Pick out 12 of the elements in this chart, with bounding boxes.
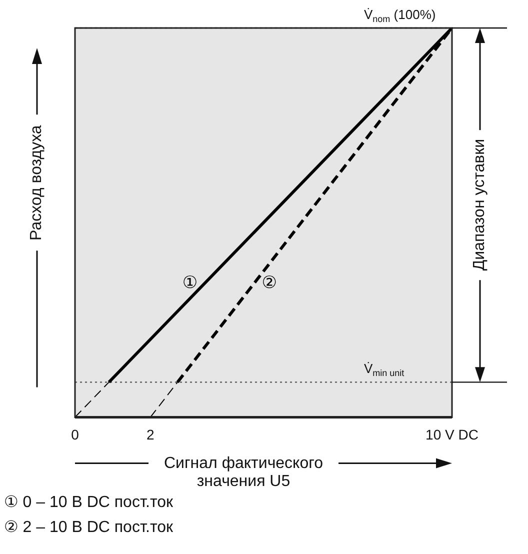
y2-axis-title: Диапазон уставки <box>471 138 489 273</box>
text: ① 0 – 10 В DC пост.ток <box>4 494 173 512</box>
ref-line-label: V̇$_{nom}$ (100%) <box>364 7 436 24</box>
text: ② 2 – 10 В DC пост.ток <box>4 519 173 537</box>
series-label: ① <box>182 273 198 293</box>
ref-line-label: V̇$_{min unit}$ <box>364 361 404 378</box>
x-axis-title: Сигнал фактического значения U5 <box>162 455 324 490</box>
series-label: ② <box>262 273 278 293</box>
x-tick-label: 0 <box>71 426 80 442</box>
x-tick-label: 2 <box>146 426 154 442</box>
y-axis-title: Расход воздуха <box>28 124 46 242</box>
x-tick-label: 10 V DC <box>426 426 478 442</box>
